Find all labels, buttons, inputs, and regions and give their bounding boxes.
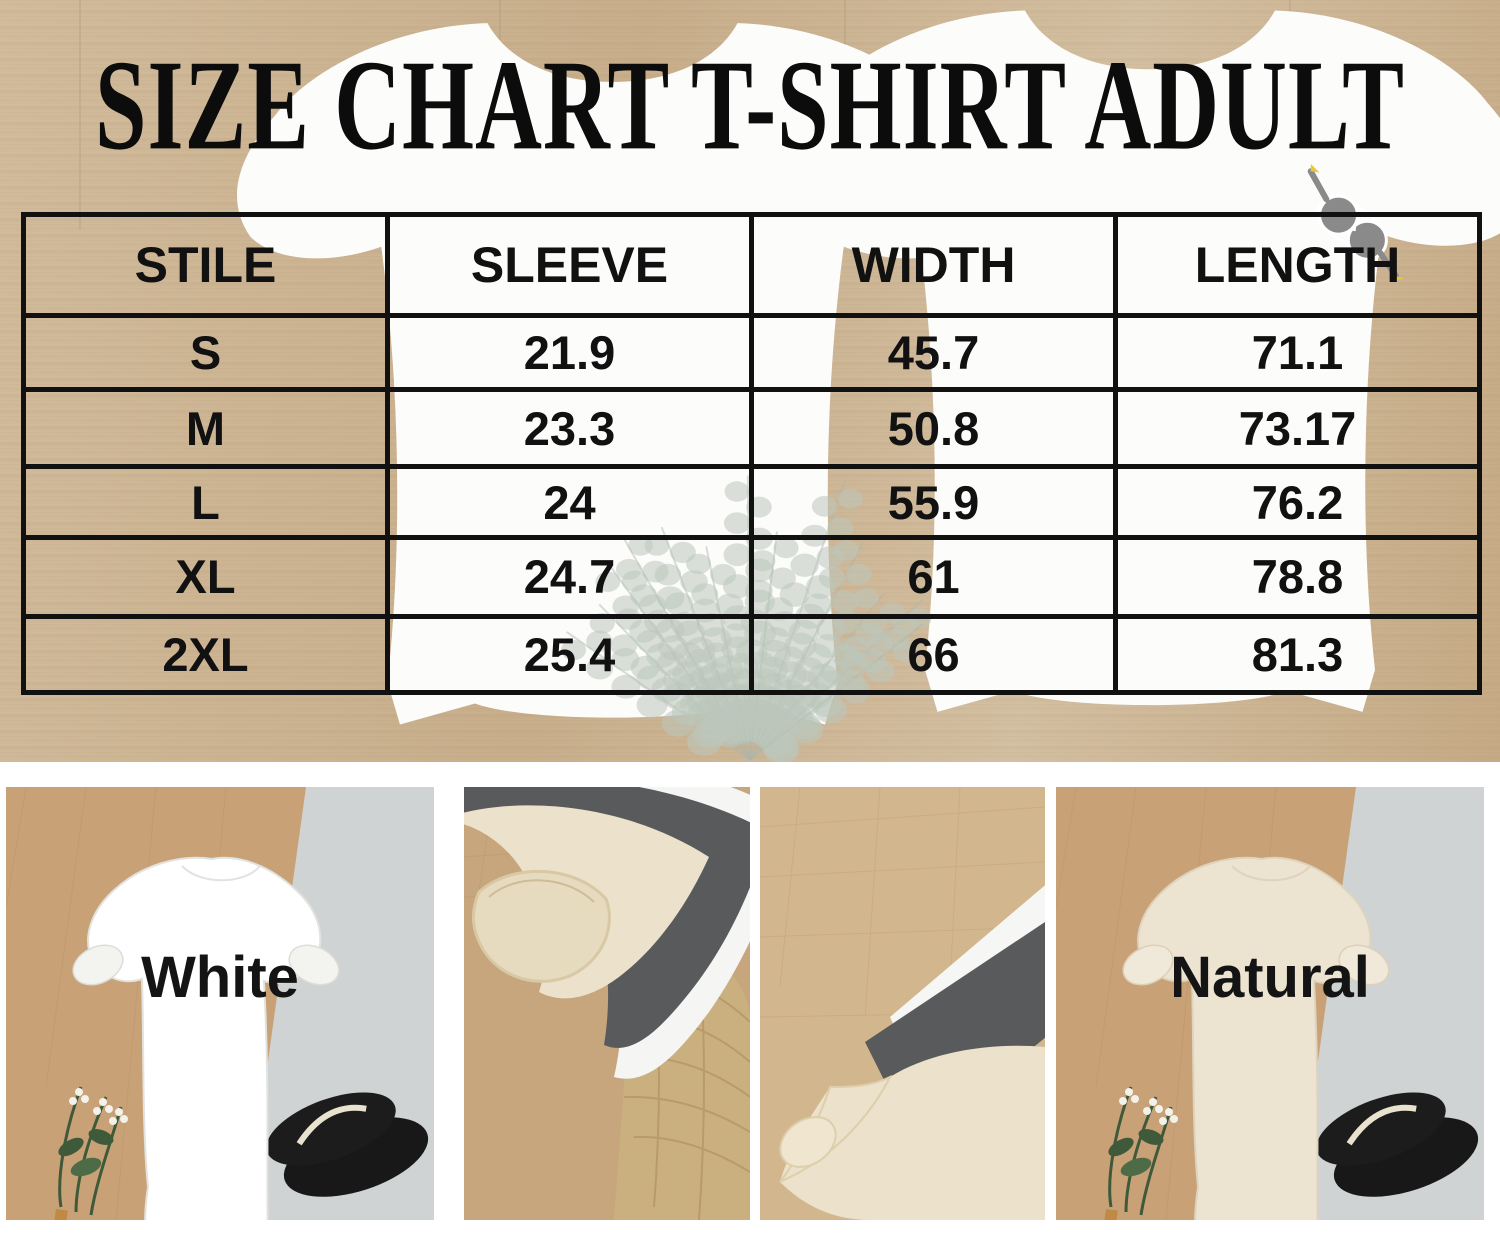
svg-text:Natural: Natural [1170,945,1370,1010]
svg-text:White: White [141,945,299,1010]
